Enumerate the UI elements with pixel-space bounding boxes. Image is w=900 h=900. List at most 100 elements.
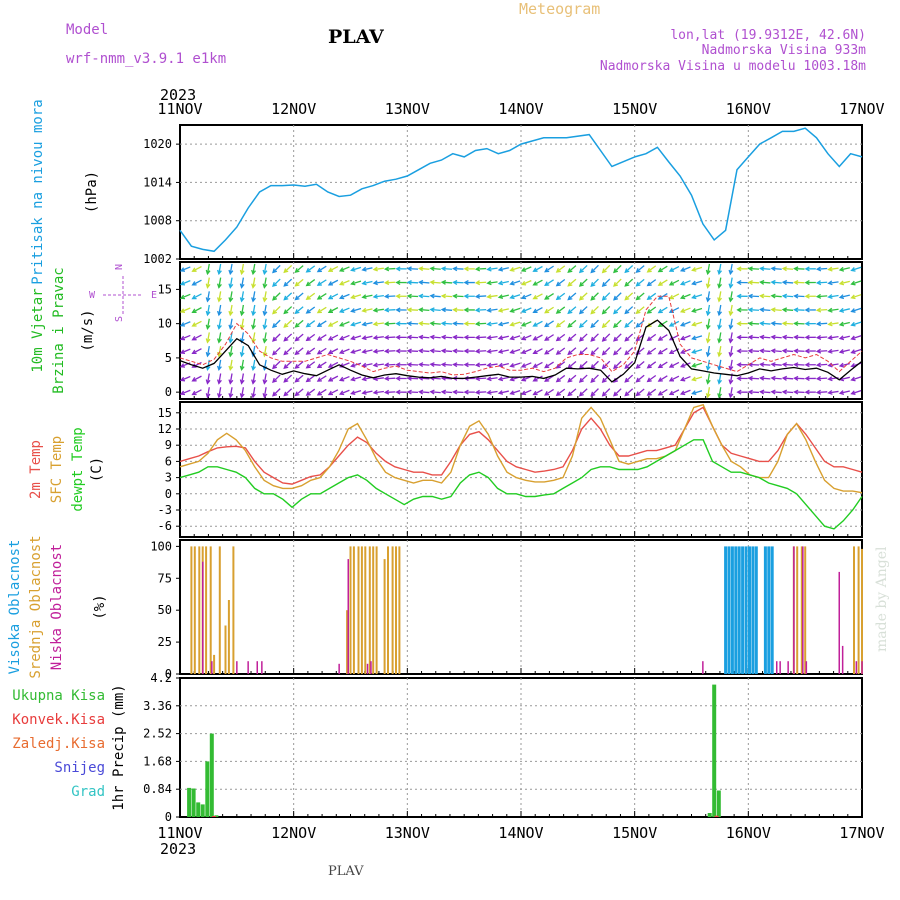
wind-arrow	[317, 334, 327, 341]
wind-arrow-head	[361, 307, 367, 313]
wind-arrow-head	[567, 350, 573, 356]
wind-arrow	[192, 348, 202, 354]
wind-arrow-head	[635, 281, 641, 287]
wind-arrow	[647, 292, 657, 300]
wind-arrow-head	[578, 377, 584, 383]
wind-arrow	[647, 265, 657, 273]
wind-arrow-head	[372, 266, 378, 272]
wind-arrow	[487, 322, 498, 325]
wind-arrow	[729, 277, 733, 288]
wind-arrow	[707, 346, 711, 357]
wind-arrow-head	[635, 309, 641, 315]
wind-arrow-head	[283, 309, 289, 315]
wind-arrow	[306, 292, 316, 300]
wind-arrow-head	[668, 322, 675, 327]
wind-arrow-head	[272, 391, 278, 397]
wind-arrow-head	[239, 379, 245, 385]
wind-arrow-head	[759, 307, 765, 313]
precip-bar	[707, 813, 712, 817]
wind-arrow	[373, 377, 384, 380]
wind-arrow	[192, 361, 202, 368]
wind-arrow-head	[532, 294, 538, 300]
wind-arrow-head	[474, 293, 481, 299]
precip-legend-3: Snijeg	[54, 760, 105, 776]
date-tick-top: 13NOV	[385, 100, 430, 118]
wind-arrow-head	[544, 363, 550, 369]
wind-arrow	[362, 390, 373, 394]
wind-arrow-head	[705, 351, 711, 358]
wind-arrow-head	[205, 352, 211, 358]
wind-arrow-head	[657, 349, 663, 355]
t2m-label: 2m Temp	[28, 440, 44, 499]
wind-arrow-head	[316, 363, 322, 369]
cloud-unit: (%)	[92, 594, 108, 619]
wind-arrow	[718, 318, 722, 329]
wind-arrow	[680, 362, 691, 368]
wind-arrow-head	[418, 307, 424, 313]
wind-arrow-head	[657, 390, 663, 396]
wind-arrow	[229, 304, 233, 315]
date-tick-top: 14NOV	[498, 100, 543, 118]
wind-arrow-head	[283, 377, 289, 383]
wind-arrow	[533, 334, 543, 341]
wind-arrow-head	[624, 350, 630, 356]
wind-arrow-head	[781, 389, 788, 395]
wind-arrow-head	[532, 267, 538, 272]
wind-arrow	[487, 390, 498, 394]
wind-arrow	[283, 264, 293, 273]
wind-arrow	[556, 374, 566, 382]
wind-arrow	[487, 267, 498, 271]
cloud-bar	[800, 546, 803, 674]
wind-arrow-head	[747, 375, 753, 381]
wind-arrow-head	[747, 334, 753, 340]
wind-arrow-head	[646, 350, 652, 355]
wind-arrow	[839, 390, 850, 394]
wind-arrow	[192, 279, 202, 286]
wind-arrow-head	[216, 310, 222, 317]
wind-arrow	[556, 320, 566, 328]
wind-arrow	[624, 292, 634, 301]
wind-arrow	[692, 321, 703, 326]
wind-arrow-head	[486, 266, 492, 272]
wind-arrow	[180, 348, 191, 354]
wind-arrow	[556, 265, 566, 273]
wind-arrow	[442, 322, 453, 325]
wind-arrow	[430, 281, 441, 284]
wind-arrow	[373, 308, 384, 312]
wind-arrow	[729, 359, 733, 370]
wind-arrow-head	[406, 280, 412, 285]
wind-arrow	[521, 293, 532, 299]
wind-arrow	[839, 294, 850, 299]
wind-arrow	[647, 374, 657, 382]
wind-arrow	[362, 349, 373, 353]
wind-arrow-head	[601, 295, 607, 301]
meteogram-title: Meteogram	[519, 0, 600, 18]
wind-arrow-head	[406, 362, 412, 368]
wind-arrow-head	[624, 364, 630, 369]
wind-arrow	[419, 308, 430, 311]
wind-arrow	[567, 388, 577, 396]
wind-arrow	[373, 336, 384, 339]
wind-arrow-head	[717, 352, 723, 358]
wind-arrow-head	[544, 308, 550, 314]
wind-arrow-head	[327, 377, 333, 382]
wind-arrow	[851, 321, 862, 326]
wind-arrow	[263, 291, 267, 302]
cloud-bar	[232, 546, 235, 674]
wind-arrow	[613, 388, 622, 397]
wind-arrow	[613, 264, 622, 273]
cloud-bar	[804, 546, 807, 674]
wind-arrow-head	[728, 365, 734, 372]
wind-arrow-head	[316, 390, 322, 396]
wind-arrow-head	[590, 282, 596, 288]
wind-arrow-head	[316, 377, 322, 382]
wind-arrow	[351, 307, 362, 313]
wind-arrow-head	[613, 323, 619, 329]
wind-arrow	[373, 322, 384, 325]
wind-arrow-head	[350, 362, 356, 368]
pressure-label: Pritisak na nivou mora	[30, 99, 46, 284]
wind-arrow	[442, 295, 453, 298]
wind-arrow-head	[429, 293, 435, 299]
wind-arrow-head	[418, 362, 424, 368]
wind-arrow-head	[452, 334, 458, 340]
